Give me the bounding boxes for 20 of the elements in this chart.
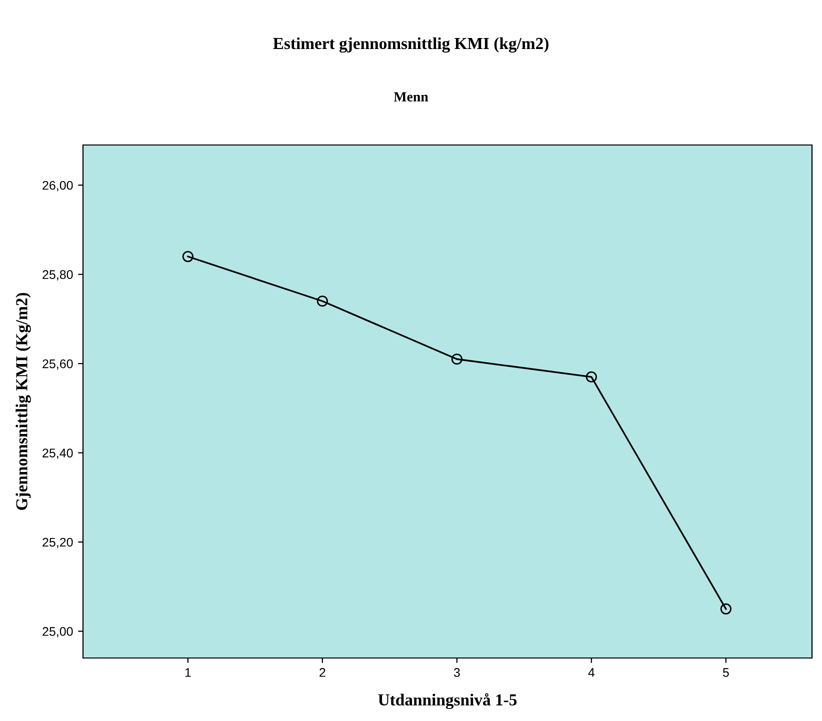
- y-tick-label: 26,00: [42, 180, 73, 192]
- point: [182, 250, 194, 262]
- point: [451, 354, 462, 365]
- y-tick-label: 25,40: [42, 448, 73, 459]
- x-tick-label: 4: [588, 668, 595, 677]
- y-axis-title: Gjennomsnittlig KMI (Kg/m2): [16, 292, 31, 510]
- x-tick-label: 5: [722, 668, 729, 677]
- x-tick-label: 1: [185, 668, 191, 677]
- chart-subtitle: Menn: [394, 92, 428, 102]
- chart-title: Estimert gjennomsnittlig KMI (kg/m2): [273, 37, 548, 53]
- point: [586, 371, 597, 383]
- point: [720, 603, 732, 614]
- x-tick-label: 2: [320, 668, 326, 677]
- y-tick-label: 25,20: [42, 538, 73, 548]
- y-tick-label: 25,80: [42, 270, 73, 280]
- x-axis-title: Utdanningsnivå 1-5: [378, 693, 517, 710]
- y-tick-label: 25,00: [42, 627, 73, 638]
- x-tick-label: 3: [454, 668, 460, 677]
- y-tick-label: 25,60: [42, 359, 73, 370]
- point: [316, 296, 328, 307]
